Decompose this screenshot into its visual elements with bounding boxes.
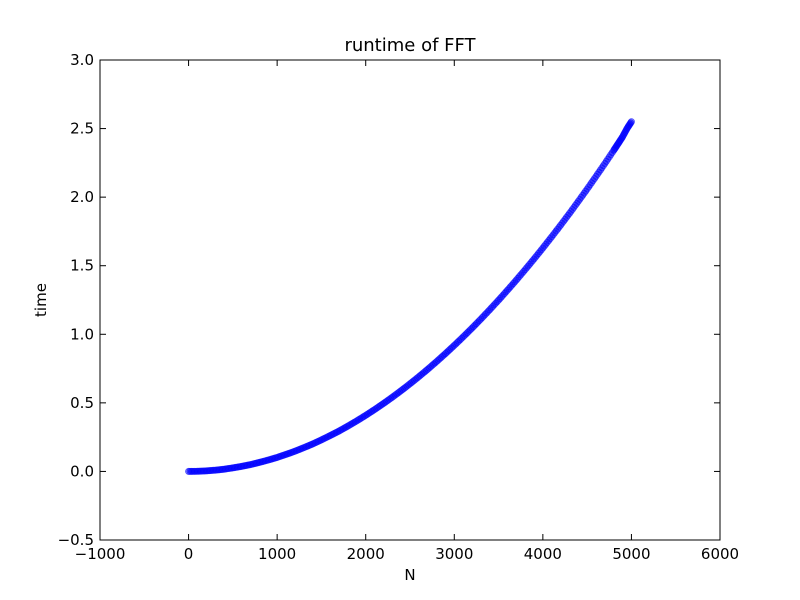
- y-tick-label: 0.0: [70, 462, 94, 480]
- x-tick-label: 1000: [258, 545, 296, 563]
- y-tick-label: 1.0: [70, 325, 94, 343]
- y-tick-label: 2.0: [70, 188, 94, 206]
- x-tick-label: 5000: [612, 545, 650, 563]
- axis-ticks: [99, 59, 721, 541]
- x-tick-label: 2000: [347, 545, 385, 563]
- scatter-series: [185, 118, 635, 475]
- y-tick-label: 1.5: [70, 257, 94, 275]
- chart-title: runtime of FFT: [344, 35, 476, 56]
- x-tick-label: 3000: [435, 545, 473, 563]
- x-tick-label: 6000: [701, 545, 739, 563]
- x-axis-label: N: [404, 566, 415, 584]
- scatter-point: [627, 118, 635, 126]
- y-tick-label: 3.0: [70, 51, 94, 69]
- x-tick-label: −1000: [75, 545, 126, 563]
- y-axis-label: time: [32, 283, 50, 317]
- y-tick-label: −0.5: [58, 531, 94, 549]
- y-tick-label: 0.5: [70, 394, 94, 412]
- y-tick-labels: −0.5 0.0 0.5 1.0 1.5 2.0 2.5 3.0: [58, 51, 94, 549]
- x-tick-labels: −1000 0 1000 2000 3000 4000 5000 6000: [75, 545, 739, 563]
- y-tick-label: 2.5: [70, 120, 94, 138]
- x-tick-label: 0: [184, 545, 194, 563]
- x-tick-label: 4000: [524, 545, 562, 563]
